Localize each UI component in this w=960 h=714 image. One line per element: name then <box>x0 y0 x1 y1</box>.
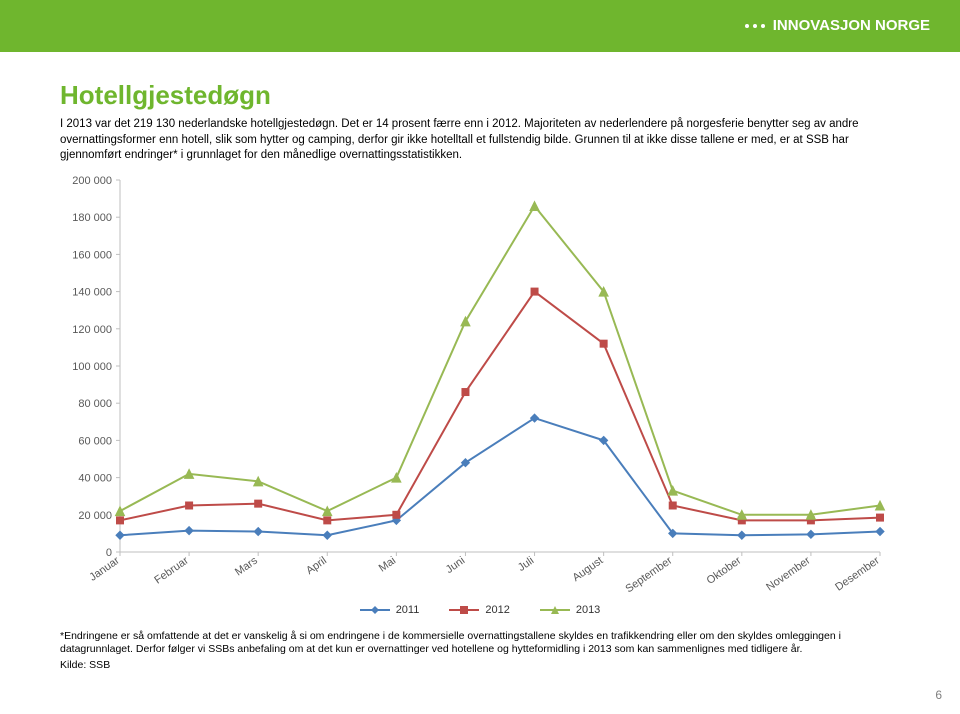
brand-logo: INNOVASJON NORGE <box>745 18 930 34</box>
svg-text:April: April <box>304 554 329 576</box>
svg-text:Mars: Mars <box>233 554 260 578</box>
svg-text:Mai: Mai <box>377 554 398 574</box>
page-number: 6 <box>935 688 942 702</box>
svg-text:80 000: 80 000 <box>78 398 112 410</box>
line-chart-svg: 020 00040 00060 00080 000100 000120 0001… <box>60 172 890 602</box>
chart-legend: 2011 2012 2013 <box>60 604 900 616</box>
legend-swatch-icon <box>360 604 390 616</box>
svg-text:60 000: 60 000 <box>78 435 112 447</box>
svg-text:Oktober: Oktober <box>705 554 744 586</box>
legend-label: 2012 <box>485 604 509 616</box>
svg-text:120 000: 120 000 <box>72 323 112 335</box>
svg-text:Desember: Desember <box>833 554 882 593</box>
header-bar: INNOVASJON NORGE <box>0 0 960 52</box>
svg-text:100 000: 100 000 <box>72 361 112 373</box>
legend-swatch-icon <box>449 604 479 616</box>
page-title: Hotellgjestedøgn <box>60 80 900 111</box>
svg-text:November: November <box>764 554 813 593</box>
legend-item: 2012 <box>449 604 509 616</box>
legend-label: 2013 <box>576 604 600 616</box>
legend-item: 2011 <box>360 604 420 616</box>
svg-text:40 000: 40 000 <box>78 472 112 484</box>
svg-text:160 000: 160 000 <box>72 249 112 261</box>
svg-text:180 000: 180 000 <box>72 212 112 224</box>
source-text: Kilde: SSB <box>60 659 900 671</box>
brand-name-line1: INNOVASJON NORGE <box>773 18 930 34</box>
chart-area: 020 00040 00060 00080 000100 000120 0001… <box>60 172 890 602</box>
svg-text:Juni: Juni <box>444 554 467 575</box>
svg-text:Februar: Februar <box>152 554 191 586</box>
legend-label: 2011 <box>396 604 420 616</box>
slide-content: Hotellgjestedøgn I 2013 var det 219 130 … <box>0 52 960 671</box>
logo-dots-icon <box>745 24 765 28</box>
svg-text:20 000: 20 000 <box>78 509 112 521</box>
legend-item: 2013 <box>540 604 600 616</box>
intro-text: I 2013 var det 219 130 nederlandske hote… <box>60 117 890 164</box>
svg-text:September: September <box>623 554 674 595</box>
svg-text:Juli: Juli <box>516 554 536 573</box>
svg-text:140 000: 140 000 <box>72 286 112 298</box>
footnote-text: *Endringene er så omfattende at det er v… <box>60 630 900 657</box>
svg-text:Januar: Januar <box>87 554 122 583</box>
svg-text:200 000: 200 000 <box>72 175 112 187</box>
legend-swatch-icon <box>540 604 570 616</box>
svg-text:August: August <box>570 554 605 583</box>
